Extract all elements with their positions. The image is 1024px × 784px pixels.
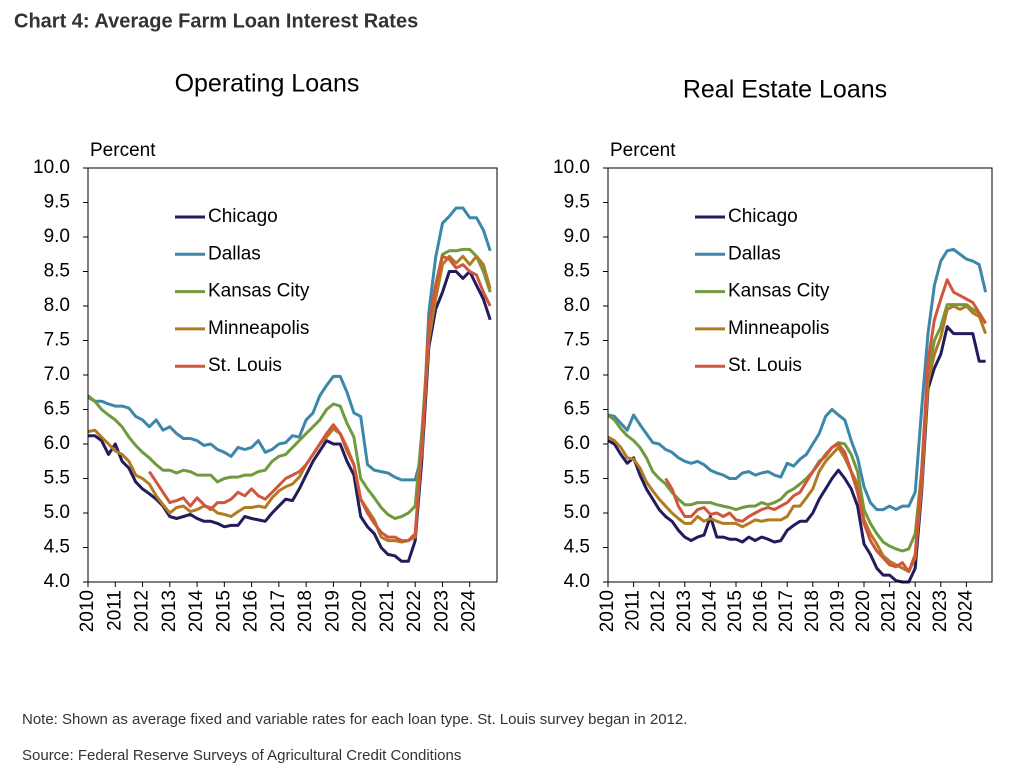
page-title: Chart 4: Average Farm Loan Interest Rate…: [14, 10, 418, 32]
y-tick-label: 9.0: [564, 226, 590, 247]
y-tick-label: 8.0: [564, 295, 590, 316]
y-tick-label: 7.5: [44, 330, 70, 351]
x-tick-label: 2010: [77, 590, 98, 632]
series-line: [664, 278, 987, 574]
x-tick-label: 2018: [295, 590, 316, 632]
y-tick-label: 7.5: [564, 330, 590, 351]
y-tick-label: 8.0: [44, 295, 70, 316]
legend-label: St. Louis: [728, 355, 802, 376]
legend-label: Kansas City: [728, 281, 830, 302]
legend-label: Kansas City: [208, 281, 310, 302]
x-tick-label: 2014: [699, 590, 720, 633]
x-tick-label: 2023: [930, 590, 951, 632]
x-tick-label: 2015: [213, 590, 234, 632]
x-tick-label: 2021: [377, 590, 398, 632]
x-tick-label: 2014: [186, 590, 207, 633]
x-tick-label: 2019: [322, 590, 343, 632]
x-tick-label: 2011: [623, 590, 644, 631]
x-tick-label: 2018: [802, 590, 823, 632]
y-tick-label: 10.0: [553, 157, 590, 178]
y-tick-label: 6.5: [564, 399, 590, 420]
legend-label: Minneapolis: [208, 318, 309, 339]
legend-label: Chicago: [728, 206, 798, 227]
x-tick-label: 2022: [404, 590, 425, 632]
series-line: [607, 247, 988, 512]
legend-label: Chicago: [208, 206, 278, 227]
x-tick-label: 2010: [597, 590, 618, 632]
legend-label: Dallas: [208, 243, 261, 264]
y-tick-label: 5.0: [564, 502, 590, 523]
y-tick-label: 6.0: [564, 433, 590, 454]
legend-label: Minneapolis: [728, 318, 829, 339]
legend-label: St. Louis: [208, 355, 282, 376]
y-axis-label: Percent: [610, 140, 676, 161]
x-tick-label: 2016: [751, 590, 772, 632]
x-tick-label: 2022: [904, 590, 925, 632]
note: Note: Shown as average fixed and variabl…: [22, 711, 687, 728]
y-tick-label: 4.0: [44, 571, 70, 592]
series-line: [148, 254, 492, 543]
y-tick-label: 5.0: [44, 502, 70, 523]
y-tick-label: 9.5: [44, 192, 70, 213]
y-tick-label: 5.5: [44, 468, 70, 489]
y-tick-label: 4.5: [44, 537, 70, 558]
x-tick-label: 2015: [725, 590, 746, 632]
x-tick-label: 2020: [853, 590, 874, 632]
x-tick-label: 2012: [132, 590, 153, 632]
y-tick-label: 5.5: [564, 468, 590, 489]
y-tick-label: 6.0: [44, 433, 70, 454]
x-tick-label: 2012: [648, 590, 669, 632]
panel-title: Operating Loans: [175, 70, 360, 98]
legend-label: Dallas: [728, 243, 781, 264]
x-tick-label: 2016: [241, 590, 262, 632]
x-tick-label: 2017: [268, 590, 289, 632]
x-tick-label: 2021: [879, 590, 900, 632]
y-tick-label: 6.5: [44, 399, 70, 420]
panel-title: Real Estate Loans: [683, 76, 887, 104]
x-tick-label: 2013: [674, 590, 695, 632]
y-tick-label: 10.0: [33, 157, 70, 178]
x-tick-label: 2011: [104, 590, 125, 631]
x-tick-label: 2023: [431, 590, 452, 632]
y-tick-label: 4.0: [564, 571, 590, 592]
y-tick-label: 8.5: [564, 261, 590, 282]
source: Source: Federal Reserve Surveys of Agric…: [22, 747, 461, 764]
x-tick-label: 2024: [955, 590, 976, 633]
y-tick-label: 7.0: [44, 364, 70, 385]
plot-frame: [607, 167, 993, 583]
y-tick-label: 9.5: [564, 192, 590, 213]
y-axis-label: Percent: [90, 140, 156, 161]
y-tick-label: 7.0: [564, 364, 590, 385]
x-tick-label: 2013: [159, 590, 180, 632]
y-tick-label: 4.5: [564, 537, 590, 558]
y-tick-label: 9.0: [44, 226, 70, 247]
plot-frame: [87, 167, 498, 583]
x-tick-label: 2024: [459, 590, 480, 633]
y-tick-label: 8.5: [44, 261, 70, 282]
x-tick-label: 2019: [827, 590, 848, 632]
x-tick-label: 2020: [350, 590, 371, 632]
x-tick-label: 2017: [776, 590, 797, 632]
